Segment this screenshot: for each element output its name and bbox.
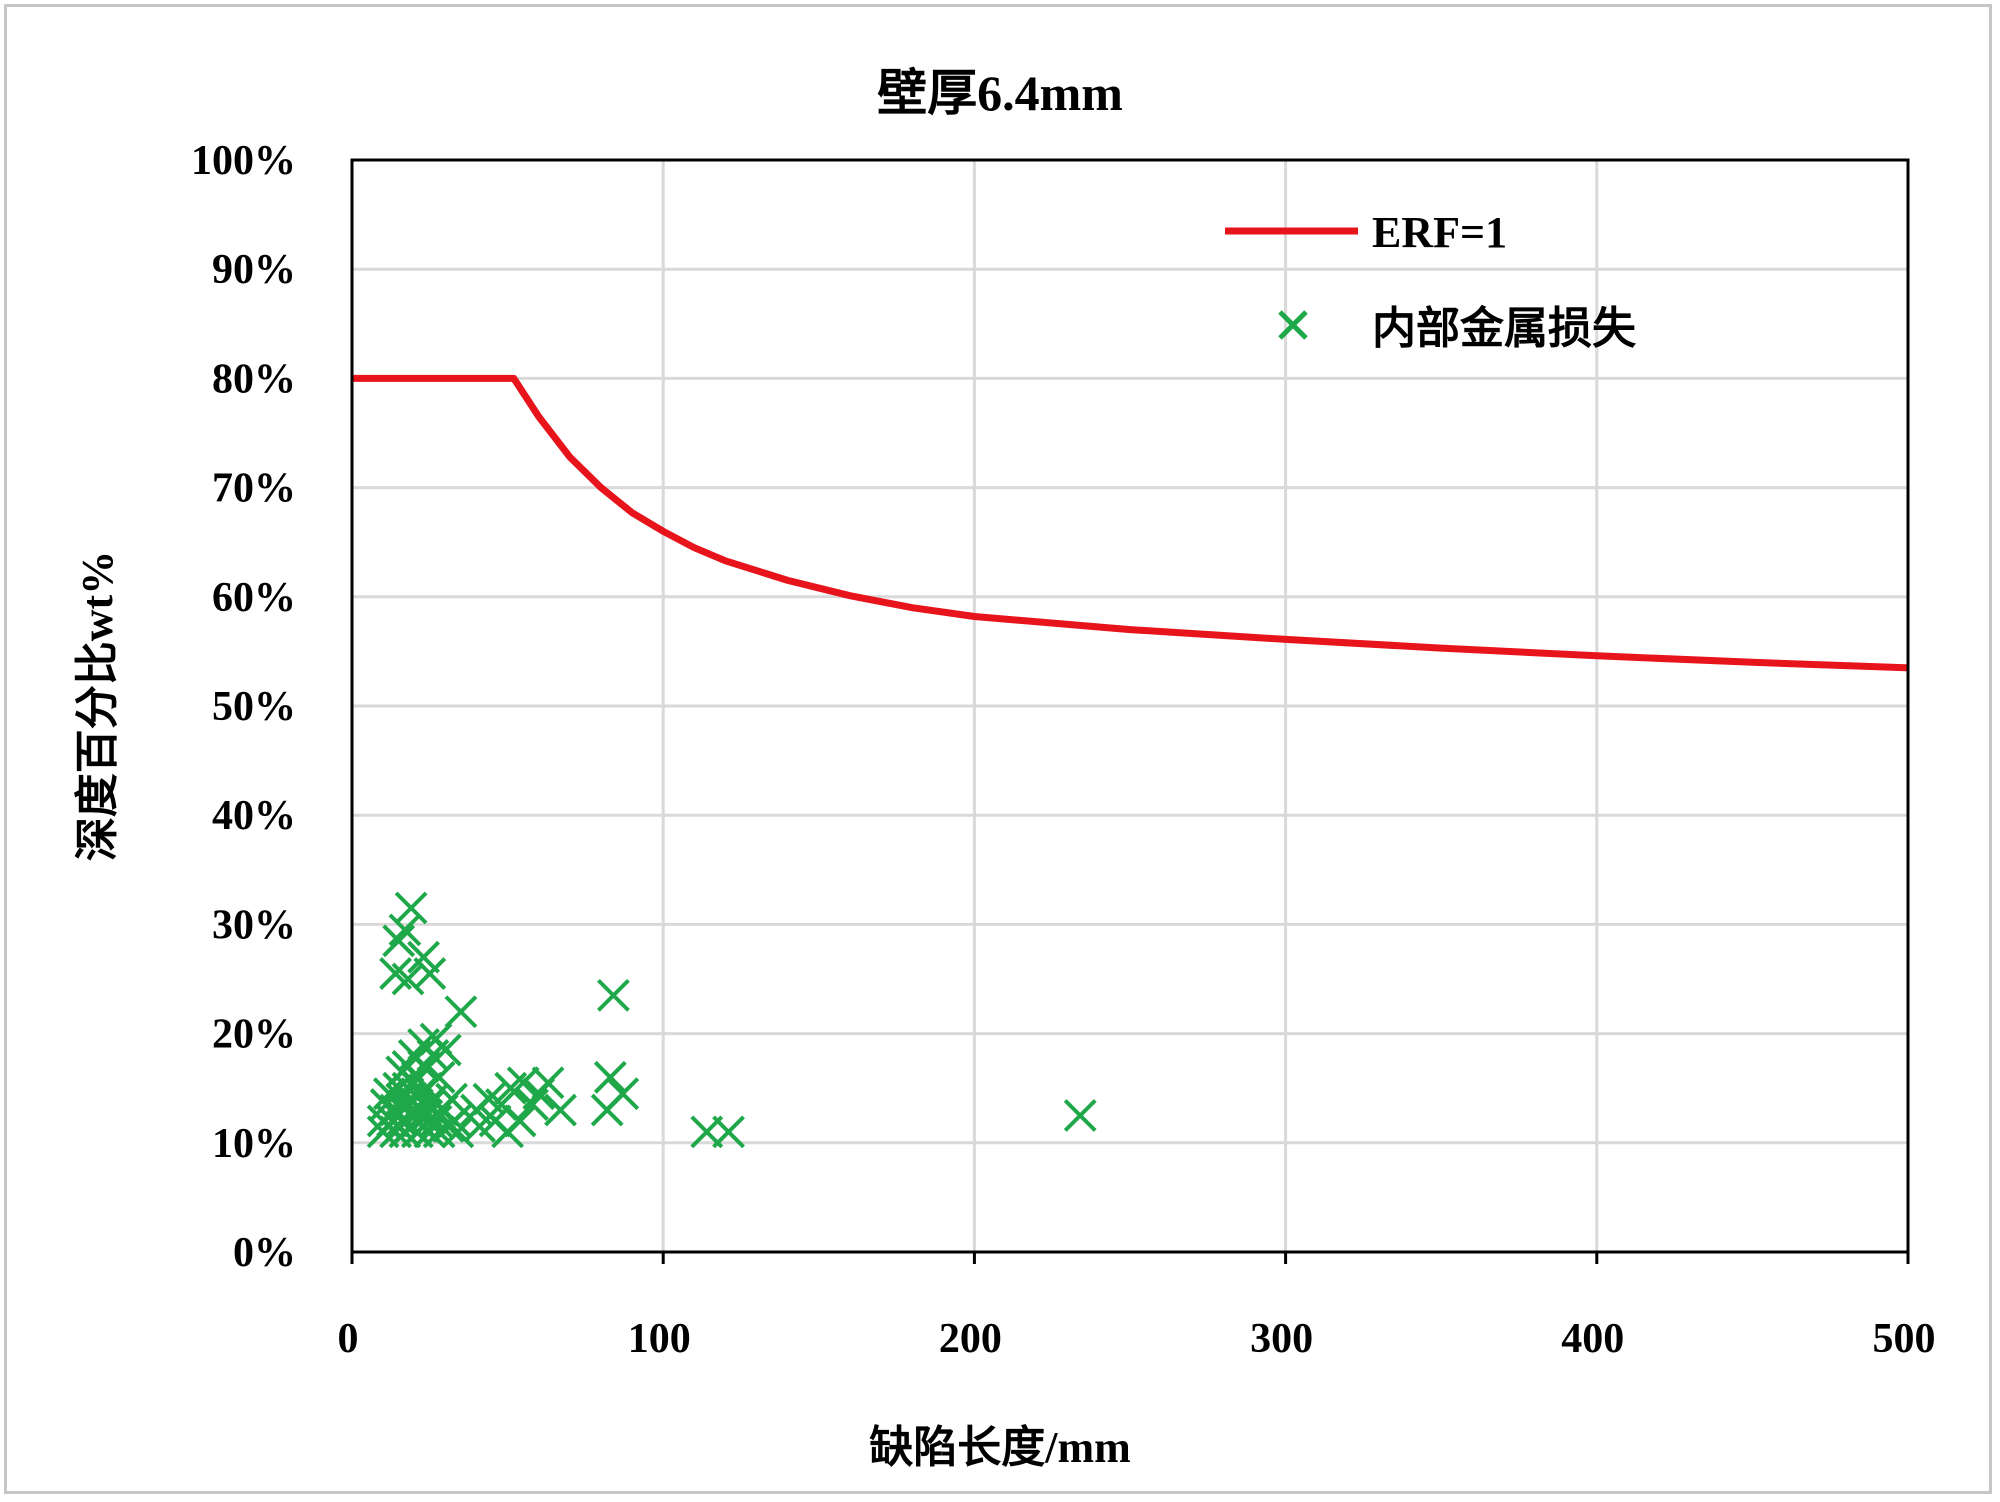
scatter-point <box>388 913 422 947</box>
legend-erf-label: ERF=1 <box>1372 208 1507 257</box>
plot-area-border <box>350 158 1910 1254</box>
scatter-point <box>503 1104 537 1138</box>
y-tick-label: 80% <box>212 356 296 402</box>
x-tick-label: 100 <box>628 1316 691 1362</box>
legend-x-marker-icon <box>1278 310 1308 340</box>
scatter-point <box>441 1115 475 1149</box>
scatter-point <box>382 924 416 958</box>
scatter-point <box>593 1060 627 1094</box>
y-tick-label: 90% <box>212 247 296 293</box>
y-tick-label: 30% <box>212 902 296 948</box>
chart-title: 壁厚6.4mm <box>877 65 1123 121</box>
y-tick-label: 40% <box>212 793 296 839</box>
y-tick-label: 20% <box>212 1012 296 1058</box>
y-axis-label: 深度百分比wt% <box>73 551 122 861</box>
scatter-point <box>444 995 478 1029</box>
scatter-point <box>413 1115 447 1149</box>
y-tick-label: 50% <box>212 684 296 730</box>
x-tick-label: 300 <box>1250 1316 1313 1362</box>
y-tick-label: 10% <box>212 1121 296 1167</box>
y-axis-ticks: 0% 10% 20% 30% 40% 50% 60% 70% 80% 90% 100% <box>191 138 296 1276</box>
x-tick-label: 400 <box>1561 1316 1624 1362</box>
chart-frame <box>4 4 1992 1494</box>
erf-curve-layer <box>352 374 1909 672</box>
scatter-point <box>438 1104 472 1138</box>
scatter-points <box>366 891 1097 1149</box>
x-axis-label: 缺陷长度/mm <box>869 1423 1131 1472</box>
scatter-point <box>394 891 428 925</box>
scatter-point <box>606 1077 640 1111</box>
y-tick-label: 100% <box>191 138 296 184</box>
grid <box>352 160 1908 1252</box>
y-tick-label: 0% <box>233 1230 296 1276</box>
legend: ERF=1 内部金属损失 <box>1225 208 1637 353</box>
scatter-point <box>422 1060 456 1094</box>
legend-metal-loss-label: 内部金属损失 <box>1372 304 1637 353</box>
scatter-point <box>544 1093 577 1127</box>
scatter-point <box>413 957 447 990</box>
y-tick-label: 70% <box>212 466 296 512</box>
x-tick-label: 0 <box>338 1316 359 1362</box>
scatter-point <box>712 1115 745 1149</box>
scatter-point <box>379 957 412 990</box>
x-tick-label: 200 <box>939 1316 1002 1362</box>
scatter-point <box>506 1066 540 1100</box>
scatter-point <box>1063 1099 1097 1132</box>
scatter-point <box>428 1033 462 1067</box>
x-tick-label: 500 <box>1873 1316 1936 1362</box>
x-axis-ticks: 0 100 200 300 400 500 <box>338 1252 1936 1362</box>
y-tick-label: 60% <box>212 575 296 621</box>
scatter-point <box>516 1088 549 1121</box>
scatter-point <box>391 962 425 996</box>
erf-curve-line <box>352 374 1909 672</box>
scatter-point <box>596 978 630 1012</box>
scatter-point <box>531 1066 565 1100</box>
